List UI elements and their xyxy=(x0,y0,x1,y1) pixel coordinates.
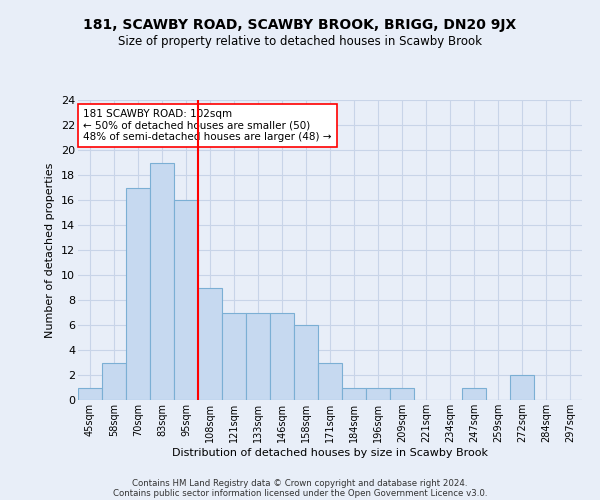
Bar xyxy=(342,388,366,400)
Bar xyxy=(222,312,246,400)
Text: 181 SCAWBY ROAD: 102sqm
← 50% of detached houses are smaller (50)
48% of semi-de: 181 SCAWBY ROAD: 102sqm ← 50% of detache… xyxy=(83,109,332,142)
Bar xyxy=(150,162,174,400)
Bar xyxy=(246,312,270,400)
Y-axis label: Number of detached properties: Number of detached properties xyxy=(46,162,55,338)
Bar xyxy=(270,312,294,400)
Bar xyxy=(174,200,198,400)
Bar xyxy=(78,388,102,400)
Text: 181, SCAWBY ROAD, SCAWBY BROOK, BRIGG, DN20 9JX: 181, SCAWBY ROAD, SCAWBY BROOK, BRIGG, D… xyxy=(83,18,517,32)
Bar xyxy=(390,388,414,400)
Bar xyxy=(318,362,342,400)
Text: Size of property relative to detached houses in Scawby Brook: Size of property relative to detached ho… xyxy=(118,35,482,48)
Bar xyxy=(294,325,318,400)
X-axis label: Distribution of detached houses by size in Scawby Brook: Distribution of detached houses by size … xyxy=(172,448,488,458)
Bar xyxy=(102,362,126,400)
Text: Contains HM Land Registry data © Crown copyright and database right 2024.: Contains HM Land Registry data © Crown c… xyxy=(132,478,468,488)
Bar xyxy=(126,188,150,400)
Bar xyxy=(198,288,222,400)
Bar xyxy=(366,388,390,400)
Text: Contains public sector information licensed under the Open Government Licence v3: Contains public sector information licen… xyxy=(113,488,487,498)
Bar xyxy=(462,388,486,400)
Bar xyxy=(510,375,534,400)
